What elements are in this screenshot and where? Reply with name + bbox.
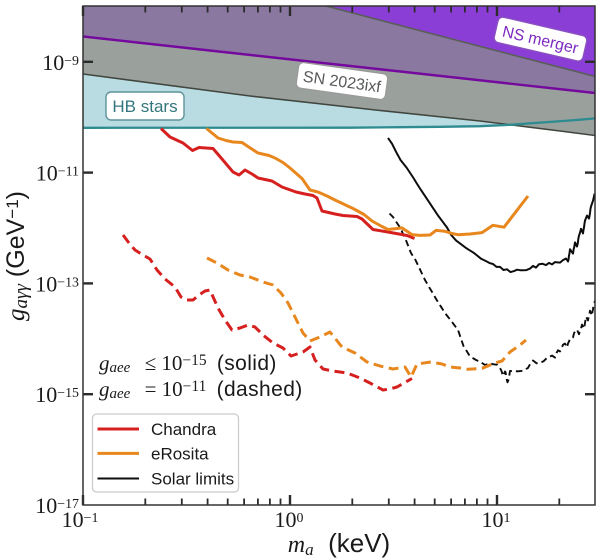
svg-text:10−15: 10−15 (35, 382, 79, 407)
svg-text:Chandra: Chandra (151, 420, 217, 439)
svg-text:HB stars: HB stars (112, 97, 177, 116)
svg-text:gaγγ (GeV−1): gaγγ (GeV−1) (2, 191, 32, 321)
svg-text:Solar limits: Solar limits (151, 470, 234, 489)
svg-text:10−1: 10−1 (62, 507, 99, 532)
svg-text:eRosita: eRosita (151, 445, 209, 464)
svg-text:10−13: 10−13 (35, 271, 79, 296)
svg-text:ma (keV): ma (keV) (288, 528, 390, 559)
svg-text:10−17: 10−17 (35, 493, 79, 518)
